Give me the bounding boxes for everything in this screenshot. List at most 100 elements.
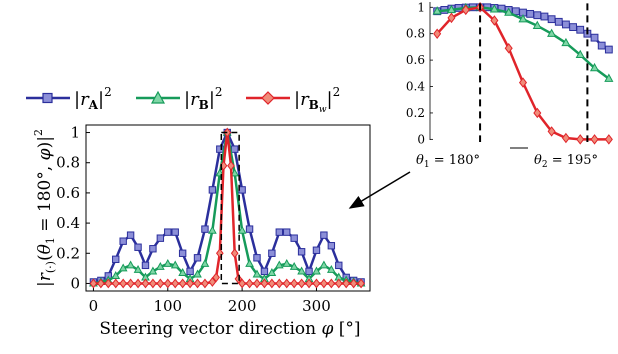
inset-y-tick-label: 0 <box>417 132 425 146</box>
inset-y-tick-label: 0.4 <box>406 80 425 94</box>
main-data-point <box>134 278 142 289</box>
main-data-point <box>283 228 291 236</box>
main-data-point <box>200 258 210 267</box>
main-data-point <box>312 266 321 275</box>
inset-data-point <box>590 33 599 42</box>
main-y-tick-label: 0.4 <box>56 214 80 232</box>
main-data-point <box>164 228 172 236</box>
main-data-point <box>326 264 336 273</box>
inset-data-point <box>518 77 528 88</box>
main-data-point <box>327 242 336 250</box>
main-data-point <box>227 160 235 171</box>
main-data-point <box>267 268 277 276</box>
main-data-point <box>319 260 329 269</box>
main-data-point <box>208 276 217 287</box>
main-data-point <box>245 278 254 289</box>
main-data-point <box>260 278 269 289</box>
main-data-point <box>126 231 135 239</box>
main-data-point <box>230 248 239 259</box>
main-data-point <box>111 271 121 279</box>
main-data-point <box>290 278 298 289</box>
main-data-point <box>141 278 150 289</box>
inset-data-point <box>569 23 577 31</box>
inset-data-point <box>533 107 542 119</box>
inset-y-tick-label: 0.8 <box>406 27 425 41</box>
inset-data-point <box>504 42 513 54</box>
main-y-tick-label: 0 <box>70 274 80 292</box>
main-series-square <box>89 128 365 286</box>
main-data-point <box>126 260 135 269</box>
main-data-point <box>230 145 239 153</box>
main-data-point <box>275 228 283 236</box>
main-data-point <box>111 278 120 289</box>
main-data-point <box>126 278 135 289</box>
main-plot-frame <box>85 124 371 292</box>
inset-plot: 0 0.2 0.4 0.6 0.8 1 θ1 = 180° θ2 = 195° <box>403 0 618 170</box>
main-data-point <box>155 261 165 270</box>
inset-data-point <box>604 45 613 54</box>
legend-label-a: |rA|2 <box>74 85 112 112</box>
legend-marker-square <box>42 92 53 104</box>
main-data-point <box>320 278 328 289</box>
main-data-point <box>163 278 172 289</box>
main-data-point <box>297 278 306 289</box>
main-x-tick-label: 0 <box>89 297 99 315</box>
main-data-point <box>112 255 120 264</box>
main-data-point <box>201 278 209 289</box>
main-x-tick-label: 200 <box>228 297 257 315</box>
inset-data-point <box>533 11 542 20</box>
main-data-point <box>208 225 217 234</box>
legend-label-bw: |rBw|2 <box>294 85 340 115</box>
inset-data-point <box>518 14 528 23</box>
x-axis-label: Steering vector direction φ [°] <box>99 319 360 339</box>
main-data-point <box>170 260 180 269</box>
main-data-point <box>282 278 291 289</box>
main-data-point <box>268 278 276 289</box>
zoom-arrow <box>348 171 411 209</box>
main-data-point <box>201 225 209 233</box>
main-data-point <box>193 269 202 278</box>
inset-data-point <box>547 15 556 24</box>
main-data-point <box>320 231 328 239</box>
main-data-point <box>327 278 336 289</box>
inset-series-diamond <box>433 2 613 145</box>
main-x-tick-label: 100 <box>153 297 182 315</box>
inset-data-point <box>547 28 557 37</box>
main-data-point <box>193 278 202 289</box>
main-data-point <box>178 278 187 289</box>
main-data-point <box>89 278 98 289</box>
legend: |rA|2 |rB|2 |rBw|2 <box>26 85 340 115</box>
inset-y-ticks: 0 0.2 0.4 0.6 0.8 1 <box>406 0 433 146</box>
main-data-point <box>119 278 128 289</box>
main-data-point <box>297 248 306 256</box>
main-data-point <box>133 264 143 273</box>
main-data-point <box>289 261 299 270</box>
main-data-point <box>312 278 321 289</box>
main-series-line <box>93 131 362 285</box>
main-data-point <box>335 261 343 270</box>
main-data-point <box>349 278 358 289</box>
main-data-point <box>282 258 292 267</box>
main-series-triangle <box>89 127 366 287</box>
main-series-line <box>93 131 362 284</box>
main-data-point <box>171 278 180 289</box>
main-data-point <box>237 225 247 234</box>
main-x-tick-label: 300 <box>302 297 331 315</box>
main-data-point <box>134 243 142 251</box>
theta2-annotation: θ2 = 195° <box>534 153 598 170</box>
inset-data-point <box>532 20 542 29</box>
legend-marker-triangle <box>150 90 166 104</box>
legend-item-bw: |rBw|2 <box>246 85 340 115</box>
inset-series <box>432 2 614 145</box>
main-series-diamond <box>89 127 365 289</box>
main-data-point <box>305 278 313 289</box>
main-data-point <box>297 266 306 275</box>
main-plot: 0 0.2 0.4 0.6 0.8 1 0 100 200 300 <box>56 124 371 315</box>
main-data-point <box>97 278 105 289</box>
main-data-point <box>156 278 165 289</box>
main-data-point <box>212 272 220 283</box>
main-data-point <box>186 278 194 289</box>
main-data-point <box>216 145 224 153</box>
